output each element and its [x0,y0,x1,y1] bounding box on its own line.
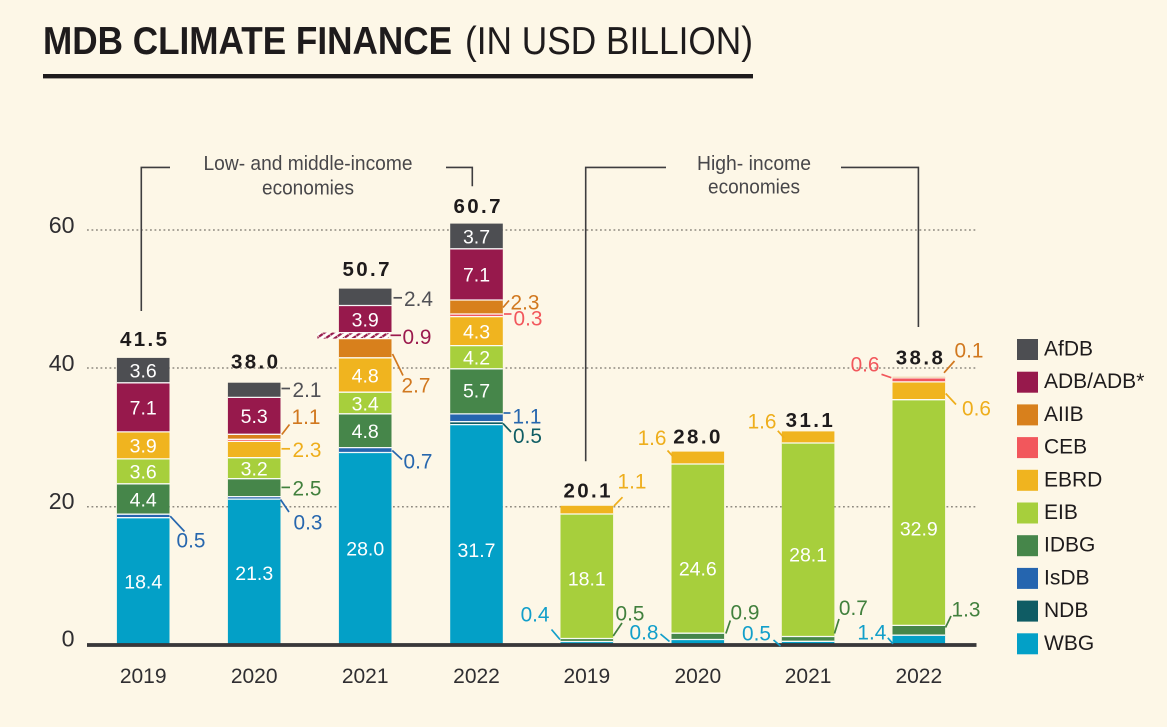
svg-text:40: 40 [49,350,75,376]
svg-text:5.3: 5.3 [241,406,268,428]
svg-text:2.7: 2.7 [402,375,431,398]
svg-text:4.8: 4.8 [352,421,379,443]
svg-text:3.9: 3.9 [352,309,379,331]
svg-text:2022: 2022 [895,665,942,688]
svg-text:4.8: 4.8 [352,365,379,387]
svg-text:3.7: 3.7 [463,227,490,249]
svg-text:7.1: 7.1 [463,265,490,287]
svg-text:28.0: 28.0 [673,426,723,449]
svg-text:3.4: 3.4 [352,393,379,415]
svg-text:0.5: 0.5 [513,425,542,448]
svg-text:1.6: 1.6 [638,427,667,450]
svg-text:0.6: 0.6 [851,354,880,377]
svg-text:2020: 2020 [674,665,721,688]
svg-text:1.1: 1.1 [513,406,542,429]
svg-text:24.6: 24.6 [679,558,717,580]
svg-text:2.1: 2.1 [293,379,322,402]
svg-text:3.2: 3.2 [241,459,268,481]
svg-text:5.7: 5.7 [463,380,490,402]
svg-text:2.5: 2.5 [293,478,322,501]
svg-text:AfDB: AfDB [1044,338,1093,361]
svg-text:MDB CLIMATE FINANCE(IN USD BIL: MDB CLIMATE FINANCE (IN USD BILLION) [43,20,753,63]
svg-text:3.6: 3.6 [130,462,157,484]
svg-text:38.8: 38.8 [896,347,946,370]
svg-text:1.4: 1.4 [857,622,886,645]
svg-text:4.2: 4.2 [463,348,490,370]
svg-text:EBRD: EBRD [1044,468,1102,491]
svg-text:0.9: 0.9 [731,602,760,625]
svg-text:0.7: 0.7 [404,451,433,474]
svg-text:2022: 2022 [453,665,500,688]
svg-text:CEB: CEB [1044,436,1087,459]
svg-text:2019: 2019 [563,665,610,688]
svg-text:28.0: 28.0 [346,539,384,561]
svg-text:0.5: 0.5 [177,530,206,553]
svg-text:EIB: EIB [1044,501,1078,524]
svg-text:4.4: 4.4 [130,489,157,511]
svg-text:WBG: WBG [1044,632,1094,655]
svg-text:1.1: 1.1 [292,406,321,429]
svg-text:AIIB: AIIB [1044,403,1084,426]
svg-text:60: 60 [49,212,75,238]
svg-text:Low- and middle-income: Low- and middle-income [204,153,413,175]
svg-text:28.1: 28.1 [789,545,827,567]
svg-text:0.5: 0.5 [616,603,645,626]
svg-text:0.8: 0.8 [630,622,659,645]
svg-text:2.3: 2.3 [293,439,322,462]
svg-text:20: 20 [49,488,75,514]
svg-text:31.7: 31.7 [458,540,496,562]
svg-text:2.3: 2.3 [511,292,540,315]
svg-text:0: 0 [62,626,75,652]
svg-text:ADB/ADB*: ADB/ADB* [1044,370,1144,393]
svg-text:7.1: 7.1 [130,398,157,420]
svg-text:0.6: 0.6 [962,398,991,421]
svg-text:38.0: 38.0 [231,351,281,374]
svg-text:2019: 2019 [120,665,167,688]
svg-text:2021: 2021 [785,665,832,688]
svg-text:20.1: 20.1 [563,480,613,503]
svg-text:NDB: NDB [1044,599,1088,622]
svg-text:economies: economies [262,178,354,200]
svg-text:1.1: 1.1 [618,471,647,494]
svg-text:41.5: 41.5 [120,328,170,351]
svg-text:2.4: 2.4 [404,288,433,311]
svg-text:IsDB: IsDB [1044,566,1090,589]
svg-text:High- income: High- income [697,153,811,175]
svg-text:3.9: 3.9 [130,436,157,458]
svg-text:0.3: 0.3 [514,308,543,331]
svg-text:4.3: 4.3 [463,321,490,343]
svg-text:18.4: 18.4 [124,572,162,594]
svg-text:3.6: 3.6 [130,361,157,383]
svg-text:0.3: 0.3 [294,512,323,535]
svg-text:0.1: 0.1 [955,340,984,363]
svg-text:IDBG: IDBG [1044,534,1095,557]
svg-text:0.4: 0.4 [521,604,550,627]
svg-text:50.7: 50.7 [342,258,392,281]
svg-text:1.3: 1.3 [952,599,981,622]
svg-text:32.9: 32.9 [900,519,938,541]
svg-text:economies: economies [708,177,800,199]
svg-text:0.7: 0.7 [839,597,868,620]
svg-text:0.5: 0.5 [742,623,771,646]
svg-text:60.7: 60.7 [453,195,503,218]
svg-text:1.6: 1.6 [748,411,777,434]
svg-text:2021: 2021 [342,665,389,688]
svg-text:18.1: 18.1 [568,569,606,591]
svg-text:0.9: 0.9 [403,326,432,349]
svg-text:2020: 2020 [231,665,278,688]
svg-text:21.3: 21.3 [235,563,273,585]
svg-text:31.1: 31.1 [786,409,836,432]
